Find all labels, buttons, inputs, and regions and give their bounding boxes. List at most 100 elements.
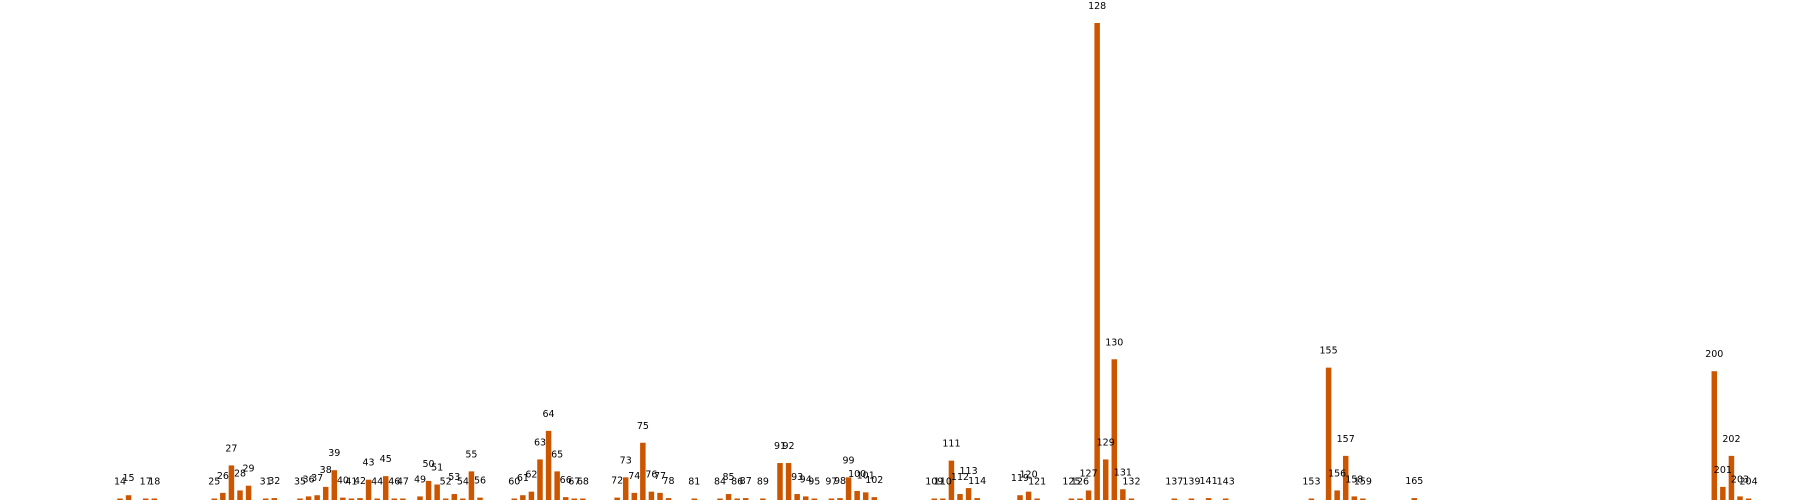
bar-201 (1720, 486, 1726, 500)
bar-label-49: 49 (414, 474, 426, 485)
bar-127 (1085, 490, 1092, 500)
bar-25 (211, 498, 218, 500)
bars-layer (117, 23, 1752, 500)
bar-label-153: 153 (1302, 477, 1320, 488)
bar-label-109: 109 (925, 477, 943, 488)
bar-62 (528, 491, 535, 500)
bar-38 (322, 486, 329, 500)
bar-67 (571, 498, 578, 500)
bar-97 (828, 498, 835, 500)
bar-131 (1120, 489, 1126, 500)
bar-128 (1094, 23, 1100, 500)
bar-label-110: 110 (934, 477, 952, 488)
bar-label-94: 94 (800, 474, 812, 485)
bar-89 (760, 498, 766, 500)
bar-101 (862, 492, 869, 500)
bar-label-77: 77 (654, 471, 666, 482)
bar-label-111: 111 (942, 439, 960, 450)
bar-130 (1111, 359, 1118, 500)
bar-label-42: 42 (354, 476, 366, 487)
bar-78 (665, 498, 672, 500)
bar-204 (1745, 498, 1752, 500)
bar-47 (400, 498, 406, 500)
bar-200 (1711, 371, 1718, 500)
bar-43 (365, 479, 372, 500)
bar-27 (228, 465, 235, 500)
bar-label-165: 165 (1405, 476, 1423, 487)
bar-label-92: 92 (783, 441, 795, 452)
bar-56 (477, 497, 483, 500)
bar-label-126: 126 (1071, 477, 1089, 488)
bar-label-25: 25 (208, 477, 220, 488)
bar-63 (537, 459, 543, 500)
bar-157 (1342, 455, 1349, 500)
bar-label-74: 74 (628, 471, 640, 482)
bar-91 (777, 463, 783, 500)
bar-label-44: 44 (371, 477, 383, 488)
bar-label-55: 55 (465, 449, 477, 460)
bar-label-41: 41 (345, 477, 357, 488)
bar-61 (520, 495, 526, 500)
bar-42 (357, 498, 363, 500)
bar-label-95: 95 (808, 477, 820, 488)
bar-50 (425, 480, 432, 500)
bar-37 (314, 495, 320, 500)
bar-113 (965, 488, 972, 500)
bar-label-38: 38 (320, 465, 332, 476)
bar-39 (331, 470, 338, 500)
bar-label-15: 15 (123, 473, 135, 484)
bar-label-14: 14 (114, 477, 126, 488)
bar-65 (554, 471, 560, 500)
bar-label-36: 36 (303, 474, 315, 485)
bar-label-93: 93 (791, 472, 803, 483)
bar-label-120: 120 (1019, 470, 1037, 481)
bar-label-27: 27 (225, 443, 237, 454)
bar-40 (340, 497, 346, 500)
bar-label-91: 91 (774, 441, 786, 452)
bar-85 (725, 494, 732, 500)
bar-label-63: 63 (534, 437, 546, 448)
bar-64 (545, 430, 552, 500)
bar-label-131: 131 (1114, 467, 1132, 478)
bar-label-84: 84 (714, 477, 726, 488)
bar-label-127: 127 (1079, 468, 1097, 479)
bar-label-143: 143 (1217, 477, 1235, 488)
bar-label-99: 99 (843, 455, 855, 466)
bar-label-129: 129 (1097, 437, 1115, 448)
bar-15 (125, 495, 132, 500)
bar-84 (717, 498, 723, 500)
bar-111 (948, 460, 955, 500)
bar-17 (142, 498, 149, 500)
bar-86 (734, 498, 740, 500)
bar-label-62: 62 (525, 470, 537, 481)
bar-label-101: 101 (857, 470, 875, 481)
bar-49 (417, 496, 423, 500)
bar-100 (854, 490, 860, 500)
bar-141 (1205, 498, 1212, 500)
bar-31 (262, 498, 269, 500)
bar-label-97: 97 (825, 477, 837, 488)
bar-label-47: 47 (397, 477, 409, 488)
bar-53 (451, 494, 458, 500)
bar-label-98: 98 (834, 476, 846, 487)
bar-label-17: 17 (140, 477, 152, 488)
bar-132 (1128, 498, 1135, 500)
bar-label-204: 204 (1739, 477, 1757, 488)
bar-129 (1102, 459, 1109, 500)
bar-label-56: 56 (474, 476, 486, 487)
bar-label-85: 85 (723, 472, 735, 483)
bar-119 (1017, 495, 1023, 500)
bar-label-61: 61 (517, 473, 529, 484)
bar-18 (151, 498, 158, 500)
bar-159 (1360, 498, 1366, 500)
bar-72 (614, 497, 620, 500)
bar-32 (271, 498, 278, 500)
bar-label-78: 78 (663, 476, 675, 487)
bar-label-26: 26 (217, 471, 229, 482)
bar-label-156: 156 (1328, 468, 1346, 479)
bar-95 (811, 498, 818, 500)
bar-label-52: 52 (440, 477, 452, 488)
bar-77 (657, 492, 663, 500)
